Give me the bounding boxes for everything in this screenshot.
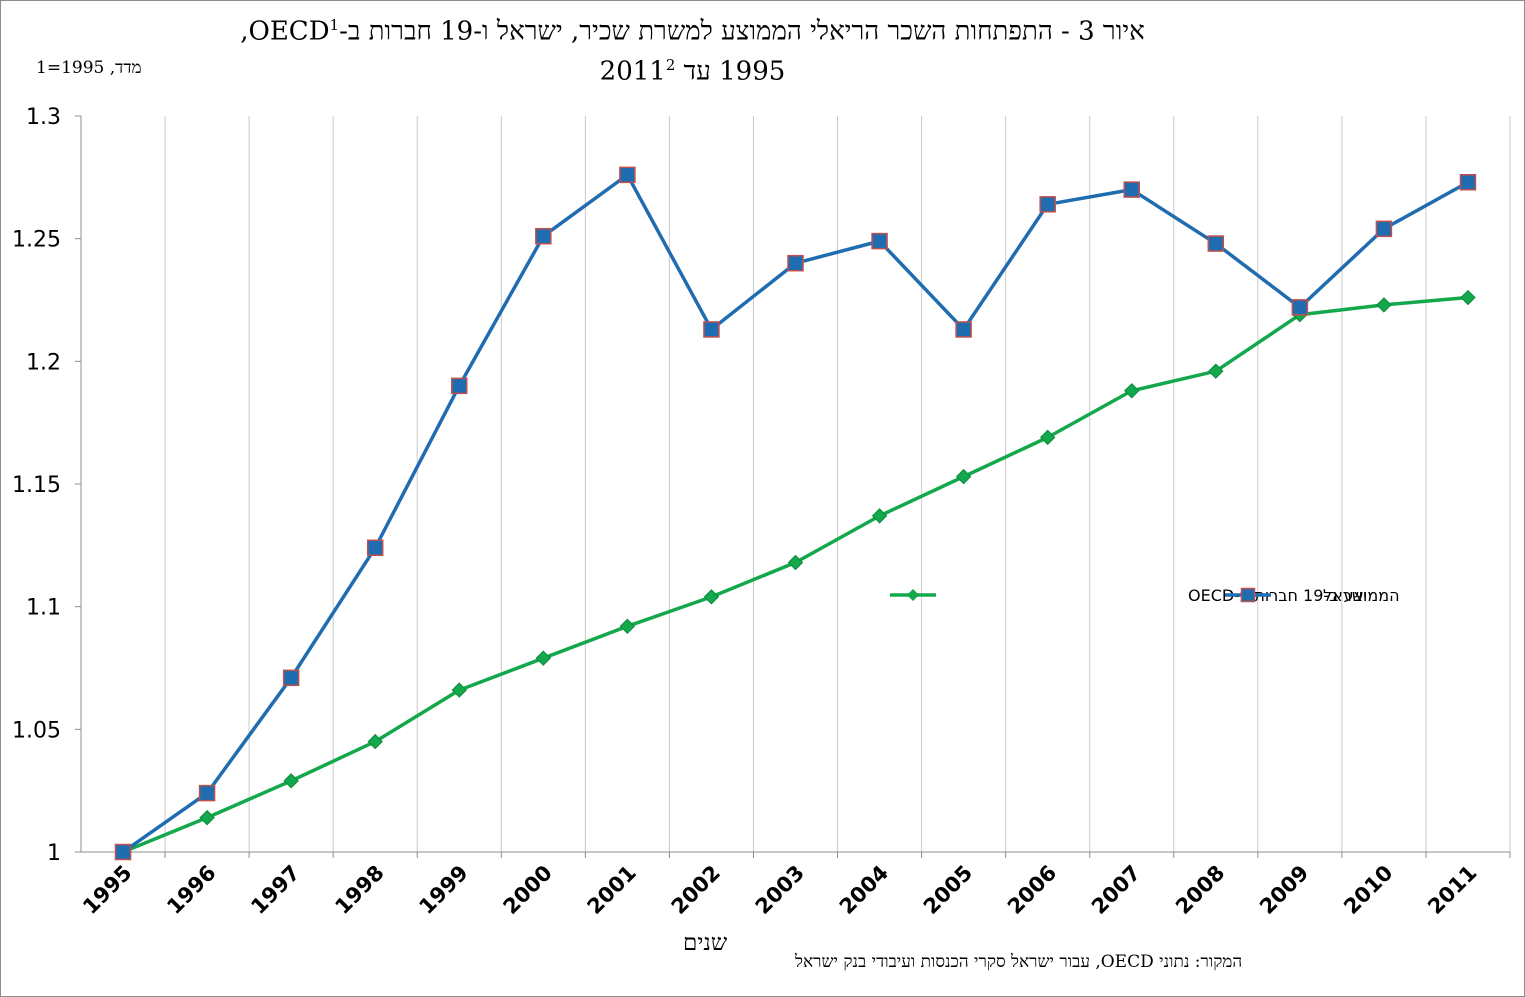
data-point [282, 669, 300, 687]
y-tick-label: 1.15 [12, 473, 61, 498]
y-axis-label: מדד, 1995=1 [36, 58, 142, 78]
x-tick-label: 2002 [667, 861, 725, 919]
x-tick-label: 1995 [78, 861, 136, 919]
x-tick-label: 1999 [414, 861, 472, 919]
data-point [787, 554, 804, 571]
x-axis-label: שנים [683, 930, 728, 956]
data-point [283, 773, 299, 789]
data-point [955, 468, 972, 485]
series-layer [114, 166, 1477, 861]
data-point [703, 589, 720, 605]
x-tick-label: 2003 [751, 861, 809, 919]
legend-label: הממוצע ב-19 חברות ב-OECD [1188, 586, 1400, 605]
y-tick-label: 1.2 [26, 350, 61, 375]
data-point [451, 377, 468, 395]
y-tick-labels: 1 1.05 1.1 1.15 1.2 1.25 1.3 [12, 105, 61, 866]
x-tick-label: 2000 [499, 861, 557, 919]
x-tick-label: 2005 [919, 861, 977, 919]
data-point [1376, 297, 1392, 313]
axes [75, 115, 1511, 858]
data-point [1124, 383, 1140, 399]
y-tick-label: 1.25 [12, 228, 61, 253]
data-point [871, 508, 888, 524]
x-tick-label: 2004 [835, 861, 893, 919]
data-point [1039, 429, 1056, 446]
data-point [703, 321, 720, 338]
data-point [451, 682, 467, 698]
data-point [367, 733, 383, 750]
x-tick-label: 2008 [1171, 861, 1229, 919]
y-tick-label: 1 [47, 841, 61, 866]
chart-title-line2: 1995 עד 20112 [599, 56, 786, 87]
x-tick-label: 2010 [1339, 861, 1397, 919]
data-point [1459, 173, 1477, 191]
data-point [366, 539, 384, 557]
legend-swatch-marker [907, 589, 919, 601]
x-tick-label: 2007 [1087, 861, 1145, 919]
data-point [199, 809, 215, 826]
data-point [619, 166, 636, 184]
y-tick-label: 1.1 [26, 596, 61, 621]
grid-lines [164, 116, 1511, 852]
data-point [1208, 363, 1224, 379]
series-line [122, 295, 1469, 854]
data-point [535, 650, 552, 666]
x-tick-label: 2009 [1255, 861, 1313, 919]
data-point [535, 227, 552, 245]
data-point [1207, 235, 1225, 252]
y-tick-label: 1.05 [12, 718, 61, 743]
data-point [198, 784, 216, 802]
data-point [1460, 289, 1476, 306]
data-point [955, 321, 972, 338]
data-point [1123, 181, 1140, 198]
series-line [122, 173, 1469, 854]
data-point [114, 843, 132, 861]
legend-label: ישראל [1323, 586, 1367, 605]
data-point [619, 618, 636, 635]
data-point [787, 254, 804, 272]
x-tick-label: 2001 [583, 861, 641, 919]
data-point [1375, 220, 1393, 238]
source-note: המקור: נתוני OECD, עבור ישראל סקרי הכנסו… [795, 952, 1243, 972]
x-tick-label: 2006 [1003, 861, 1061, 919]
x-tick-label: 2011 [1423, 861, 1481, 919]
data-point [1291, 299, 1309, 316]
legend-swatch-marker [1240, 587, 1256, 603]
x-tick-label: 1997 [246, 861, 304, 919]
chart-title-line1: איור 3 - התפתחות השכר הריאלי הממוצע למשר… [240, 16, 1145, 47]
x-tick-label: 1998 [330, 861, 388, 919]
data-point [871, 232, 888, 250]
x-tick-labels: 1995 1996 1997 1998 1999 2000 2001 2002 2003 2004… [78, 861, 1481, 919]
data-point [1039, 196, 1056, 213]
y-tick-label: 1.3 [26, 105, 61, 130]
x-tick-label: 1996 [162, 861, 220, 919]
